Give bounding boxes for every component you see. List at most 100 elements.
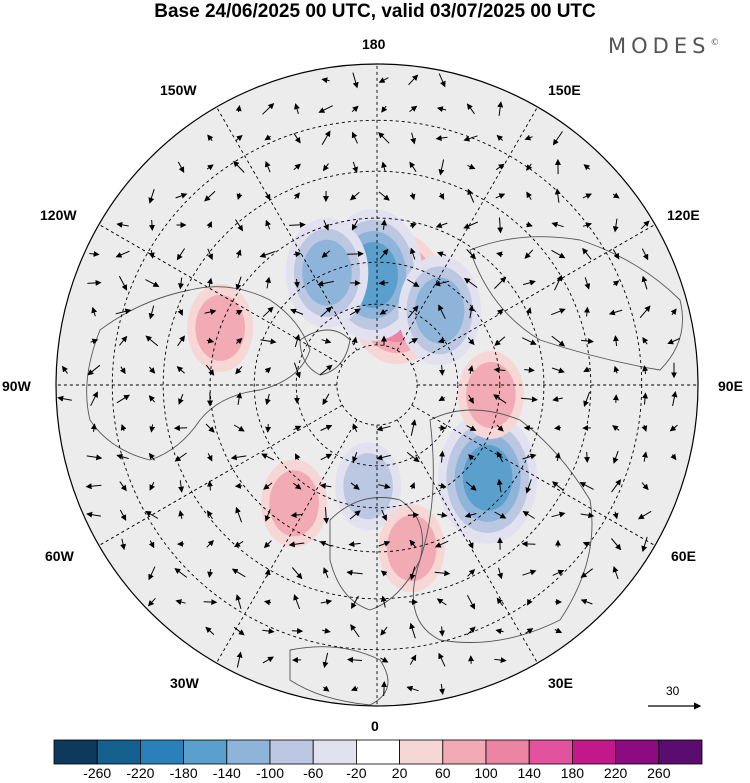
wind-vector-arrow xyxy=(376,425,391,432)
wind-vector-arrow xyxy=(176,366,185,374)
lon-label-90w: 90W xyxy=(2,378,31,394)
wind-vector-arrow xyxy=(495,193,506,199)
wind-vector-arrow xyxy=(322,685,330,692)
wind-vector-arrow xyxy=(148,452,155,461)
wind-vector-arrow xyxy=(352,423,359,433)
wind-vector-arrow xyxy=(349,191,360,201)
wind-vector-arrow xyxy=(288,541,305,548)
colorbar-tick-label: -260 xyxy=(83,765,112,781)
wind-vector-arrow xyxy=(291,567,303,580)
wind-vector-arrow xyxy=(290,512,303,519)
wind-vector-arrow xyxy=(378,191,390,201)
wind-vector-arrow xyxy=(436,106,447,113)
wind-vector-arrow xyxy=(641,451,648,462)
colorbar-tick-label: 100 xyxy=(474,765,498,781)
wind-vector-arrow xyxy=(235,337,243,345)
wind-vector-arrow xyxy=(265,424,272,433)
wind-vector-arrow xyxy=(467,539,474,549)
wind-vector-arrow xyxy=(380,570,388,577)
wind-vector-arrow xyxy=(642,365,649,374)
wind-vector-arrow xyxy=(293,251,302,258)
wind-vector-arrow xyxy=(438,652,446,667)
wind-vector-arrow xyxy=(434,280,450,287)
wind-vector-arrow xyxy=(235,594,242,610)
meridian-line xyxy=(411,404,656,546)
blue-center-alaska xyxy=(302,239,352,306)
wind-vector-arrow xyxy=(321,250,331,258)
wind-vector-arrow xyxy=(379,308,388,315)
wind-vector-arrow xyxy=(612,566,619,580)
colorbar-tick-label: -220 xyxy=(126,765,155,781)
wind-vector-arrow xyxy=(468,394,474,404)
wind-vector-arrow xyxy=(119,509,127,521)
wind-vector-arrow xyxy=(350,482,360,490)
wind-vector-arrow xyxy=(554,627,563,634)
wind-vectors xyxy=(57,72,680,697)
colorbar-swatch xyxy=(269,739,314,765)
wind-vector-arrow xyxy=(264,367,272,374)
wind-vector-arrow xyxy=(265,219,271,230)
wind-vector-arrow xyxy=(551,221,564,228)
wind-vector-arrow xyxy=(612,218,619,233)
wind-vector-arrow xyxy=(265,276,272,289)
wind-vector-arrow xyxy=(350,685,359,692)
wind-vector-arrow xyxy=(352,161,358,174)
wind-vector-arrow xyxy=(320,453,333,461)
wind-vector-arrow xyxy=(116,221,129,228)
wind-vector-arrow xyxy=(148,189,155,204)
wind-vector-arrow xyxy=(175,599,186,605)
wind-vector-arrow xyxy=(322,627,331,634)
wind-vector-arrow xyxy=(322,393,330,406)
wind-vector-arrow xyxy=(321,77,330,84)
wind-vector-arrow xyxy=(322,163,329,172)
wind-vector-arrow xyxy=(669,424,678,432)
wind-vector-arrow xyxy=(352,72,359,89)
wind-vector-arrow xyxy=(464,512,477,519)
wind-vector-arrow xyxy=(582,247,592,260)
wind-vector-arrow xyxy=(290,308,304,315)
lon-label-60w: 60W xyxy=(45,548,74,564)
lon-label-150e: 150E xyxy=(548,82,581,98)
colorbar-swatch xyxy=(485,739,530,765)
wind-vector-arrow xyxy=(320,598,333,605)
meridian-line xyxy=(98,224,343,366)
wind-vector-arrow xyxy=(204,190,216,202)
wind-vector-arrow xyxy=(579,482,594,490)
wind-vector-arrow xyxy=(496,424,504,432)
wind-vector-arrow xyxy=(230,454,247,461)
map-title: Base 24/06/2025 00 UTC, valid 03/07/2025… xyxy=(154,1,596,22)
wind-vector-arrow xyxy=(408,74,419,86)
wind-vector-arrow xyxy=(347,656,363,663)
wind-vector-arrow xyxy=(178,510,185,520)
wind-vector-arrow xyxy=(265,393,271,406)
wind-vector-arrow xyxy=(205,423,215,433)
wind-vector-arrow xyxy=(642,392,649,405)
wind-vector-arrow xyxy=(467,337,475,346)
wind-vector-arrow xyxy=(584,277,591,290)
wind-vector-arrow xyxy=(612,450,619,464)
wind-vector-arrow xyxy=(612,511,619,520)
wind-vector-arrow xyxy=(407,279,420,288)
wind-vector-arrow xyxy=(670,453,677,461)
wind-vector-arrow xyxy=(294,103,300,115)
wind-vector-arrow xyxy=(381,509,387,522)
colorbar-swatch xyxy=(96,739,141,765)
colorbar xyxy=(53,739,703,765)
wind-vector-arrow xyxy=(613,365,620,374)
wind-vector-arrow xyxy=(496,251,504,258)
wind-vector-arrow xyxy=(468,304,475,319)
wind-vector-arrow xyxy=(496,597,504,606)
wind-vector-arrow xyxy=(525,221,533,228)
wind-vector-arrow xyxy=(115,250,130,258)
wind-vector-arrow xyxy=(608,309,623,316)
wind-vector-arrow xyxy=(410,132,417,145)
meridian-line xyxy=(396,419,538,664)
wind-vector-arrow xyxy=(583,306,590,317)
wind-vector-arrow xyxy=(177,335,185,347)
map-boundary xyxy=(55,63,699,707)
wind-vector-arrow xyxy=(551,249,566,259)
map-disc xyxy=(56,64,698,706)
anomaly-layer xyxy=(187,209,538,593)
wind-vector-arrow xyxy=(521,337,537,345)
colorbar-swatch xyxy=(399,739,444,765)
